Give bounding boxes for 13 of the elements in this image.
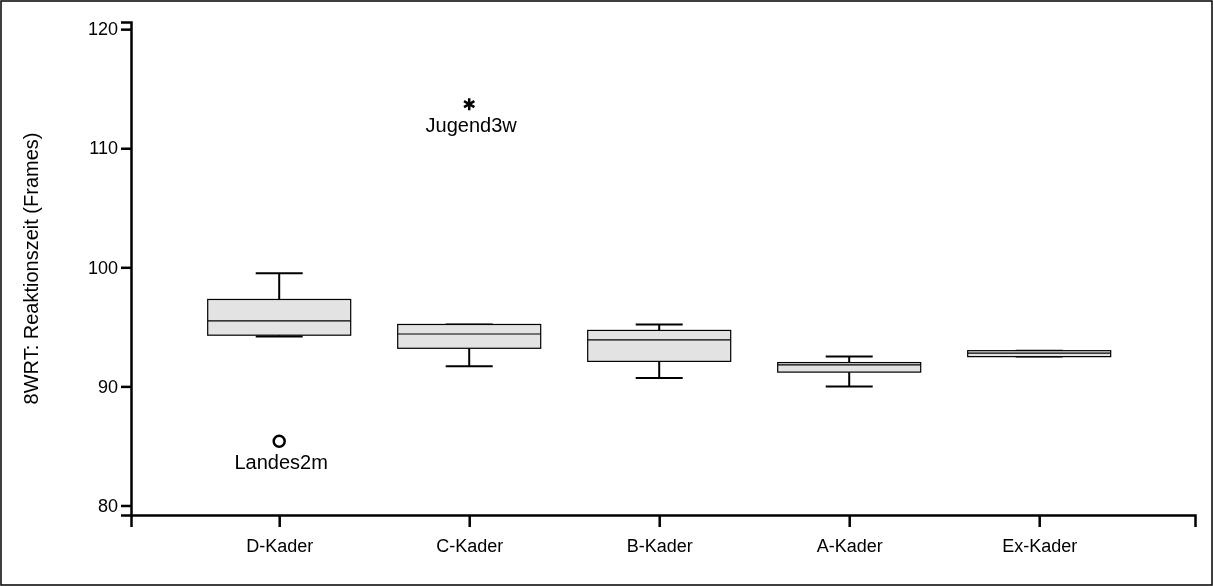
x-tick-label: A-Kader <box>816 535 883 556</box>
y-tick-label: 110 <box>89 138 118 159</box>
x-tick-label: C-Kader <box>436 535 504 556</box>
y-axis-title: 8WRT: Reaktionszeit (Frames) <box>20 132 42 405</box>
annotation: Jugend3w <box>425 114 518 137</box>
x-tick-label: Ex-Kader <box>1002 535 1078 556</box>
x-tick-label: D-Kader <box>246 535 314 556</box>
y-tick-label: 80 <box>97 495 118 516</box>
y-tick-label: 90 <box>97 376 118 397</box>
x-tick-label: B-Kader <box>626 535 693 556</box>
annotation: Landes2m <box>234 451 328 474</box>
y-tick-label: 100 <box>87 257 118 278</box>
y-tick-label: 120 <box>87 19 118 40</box>
